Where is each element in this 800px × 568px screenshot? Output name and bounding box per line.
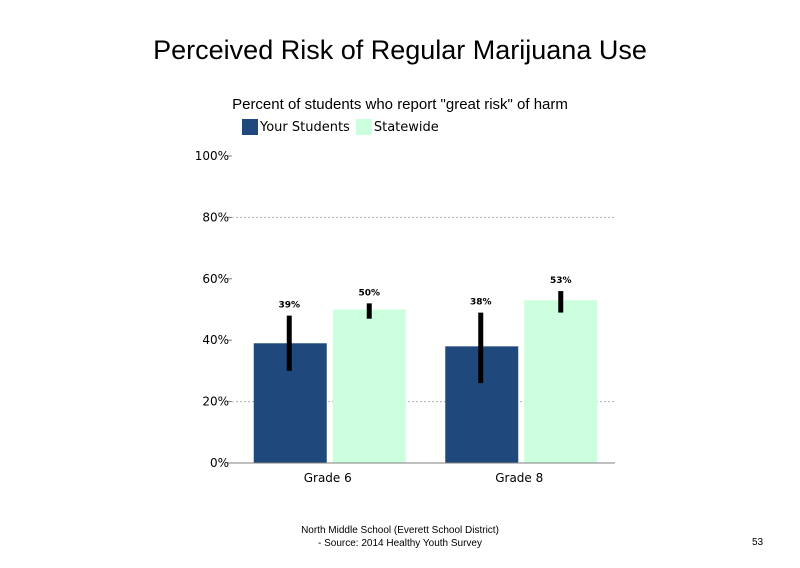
legend-label-statewide: Statewide [373, 119, 439, 135]
bar-statewide-grade-8 [524, 300, 598, 463]
y-tick-label: 20% [202, 395, 229, 409]
legend-item-your-students: Your Students [242, 119, 350, 135]
x-tick-label: Grade 6 [304, 471, 352, 485]
y-tick-label: 100% [195, 149, 229, 163]
y-tick-label: 80% [202, 210, 229, 224]
chart-title: Perceived Risk of Regular Marijuana Use [153, 35, 647, 65]
legend-swatch-your-students [242, 119, 258, 135]
data-label: 39% [278, 301, 300, 311]
legend-swatch-statewide [355, 119, 372, 135]
footer-source-line: - Source: 2014 Healthy Youth Survey [318, 538, 482, 549]
data-label: 38% [470, 298, 492, 308]
y-tick-label: 40% [202, 333, 229, 347]
data-label: 53% [550, 276, 572, 286]
y-tick-label: 60% [202, 272, 229, 286]
page-number: 53 [752, 537, 764, 548]
footer-school: North Middle School (Everett School Dist… [301, 525, 499, 536]
bar-statewide-grade-6 [332, 309, 406, 463]
chart-subtitle: Percent of students who report "great ri… [232, 96, 568, 113]
y-tick-label: 0% [210, 456, 229, 470]
legend-item-statewide: Statewide [355, 119, 439, 135]
x-tick-label: Grade 8 [495, 471, 543, 485]
data-label: 50% [358, 288, 380, 298]
legend-label-your-students: Your Students [260, 119, 350, 135]
footer-source: North Middle School (Everett School Dist… [250, 524, 550, 550]
chart-legend: Your Students Statewide [242, 118, 445, 136]
